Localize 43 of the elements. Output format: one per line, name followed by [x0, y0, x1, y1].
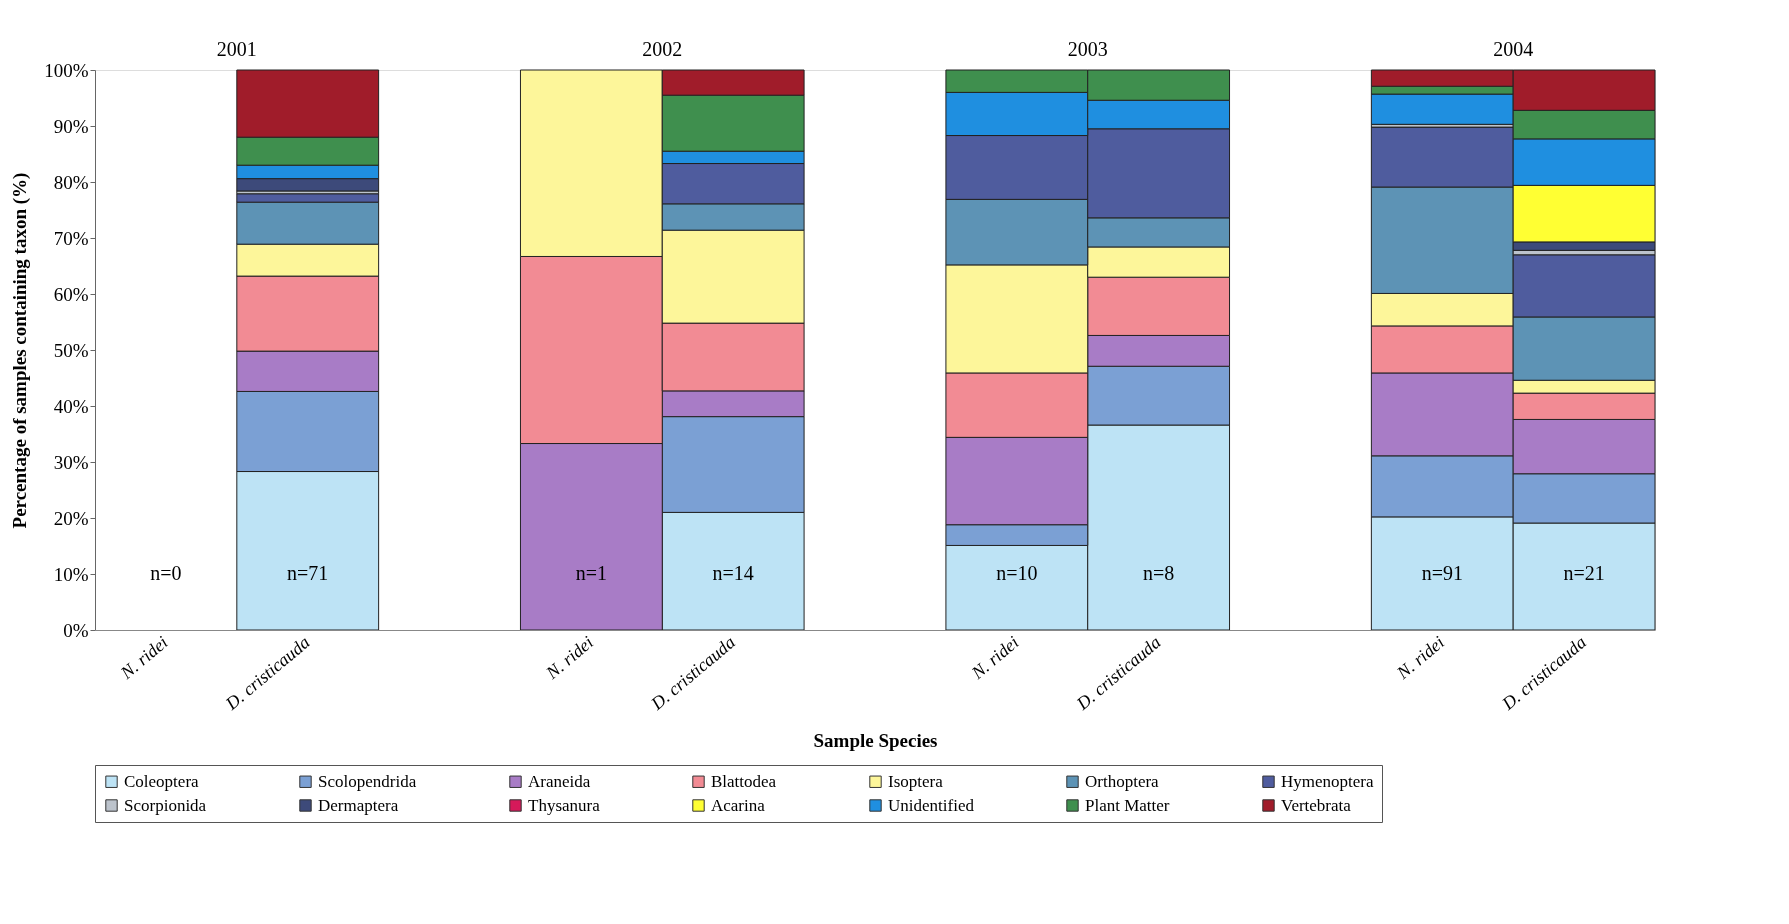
text: 2003	[1067, 38, 1108, 60]
y-tick-label: 30%	[53, 451, 89, 473]
text: 2001	[216, 38, 257, 60]
annotation: n=10	[996, 562, 1038, 584]
y-tick-label: 90%	[53, 115, 89, 137]
text: 2004	[1493, 38, 1534, 60]
legend-label: Dermaptera	[318, 795, 399, 815]
x-tick-label: N. ridei	[115, 632, 172, 684]
annotation: n=21	[1563, 562, 1605, 584]
legend-label: Araneida	[528, 771, 591, 791]
legend-label: Vertebrata	[1281, 795, 1352, 815]
legend-label: Coleoptera	[124, 771, 200, 791]
x-axis-title: Sample Species	[813, 729, 938, 751]
legend-label: Unidentified	[888, 795, 975, 815]
legend-label: Hymenoptera	[1281, 771, 1374, 791]
legend-label: Scolopendrida	[318, 771, 417, 791]
x-tick-label: N. ridei	[966, 632, 1023, 684]
y-tick-label: 50%	[53, 339, 89, 361]
annotation: n=71	[287, 562, 329, 584]
y-tick-label: 20%	[53, 507, 89, 529]
text: 2002	[642, 38, 683, 60]
legend-label: Plant Matter	[1085, 795, 1170, 815]
annotation: n=1	[575, 562, 607, 584]
legend-label: Thysanura	[528, 795, 601, 815]
y-tick-label: 40%	[53, 395, 89, 417]
x-tick-label: N. ridei	[541, 632, 598, 684]
legend-label: Orthoptera	[1085, 771, 1160, 791]
y-axis-title: Percentage of samples containing taxon (%)	[9, 172, 32, 529]
x-tick-label: N. ridei	[1392, 632, 1449, 684]
annotation: n=14	[712, 562, 754, 584]
y-tick-label: 70%	[53, 227, 89, 249]
legend-label: Acarina	[711, 795, 766, 815]
y-tick-label: 10%	[53, 563, 89, 585]
annotation: n=8	[1143, 562, 1175, 584]
legend-label: Scorpionida	[124, 795, 207, 815]
legend-label: Blattodea	[711, 771, 777, 791]
y-tick-label: 60%	[53, 283, 89, 305]
y-tick-label: 100%	[44, 59, 89, 81]
y-tick-label: 0%	[63, 619, 89, 641]
annotation: n=0	[150, 562, 182, 584]
y-tick-label: 80%	[53, 171, 89, 193]
annotation: n=91	[1421, 562, 1463, 584]
legend-label: Isoptera	[888, 771, 944, 791]
